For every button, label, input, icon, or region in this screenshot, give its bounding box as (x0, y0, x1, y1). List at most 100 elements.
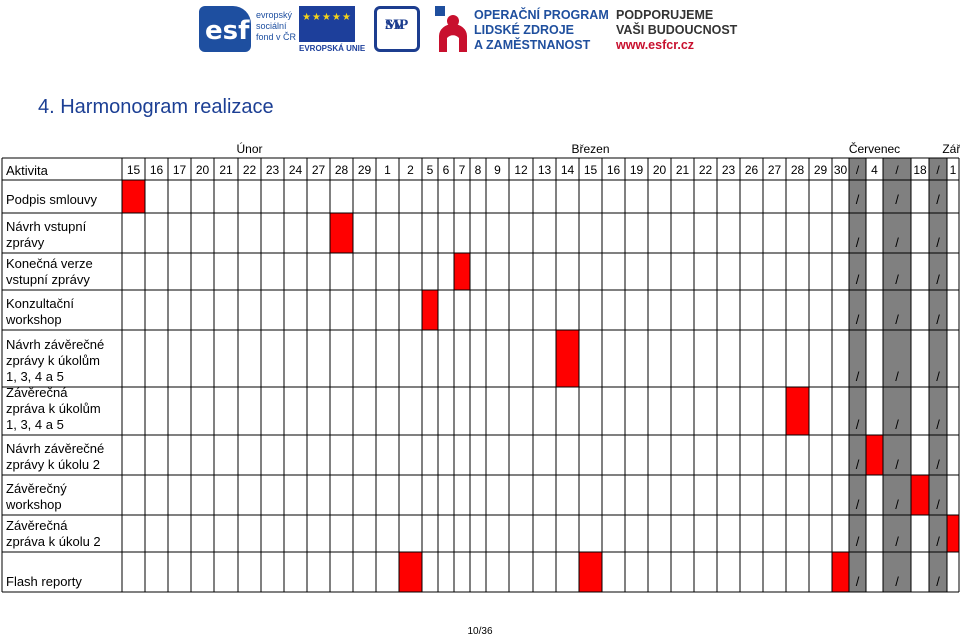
slash-mark: / (895, 497, 899, 512)
activity-label: zprávy k úkolu 2 (6, 457, 100, 472)
milestone-cell (832, 552, 849, 592)
day-header: 20 (653, 163, 667, 177)
op-line: A ZAMĚSTNANOST (474, 38, 591, 52)
activity-label: Závěrečný (6, 481, 67, 496)
milestone-cell (556, 330, 579, 387)
milestone-cell (422, 290, 438, 330)
day-header: 21 (676, 163, 690, 177)
op-logo-text: OPERAČNÍ PROGRAM LIDSKÉ ZDROJE A ZAMĚSTN… (474, 8, 609, 53)
slash-mark: / (856, 312, 860, 327)
day-header: 13 (538, 163, 552, 177)
activity-label: zprávy (6, 235, 45, 250)
activity-label: Závěrečná (6, 385, 68, 400)
day-header: 23 (266, 163, 280, 177)
day-header: 14 (561, 163, 575, 177)
esf-line: fond v ČR (256, 32, 297, 42)
eu-label: EVROPSKÁ UNIE (299, 44, 366, 53)
day-header: 1 (384, 163, 391, 177)
activity-label: zpráva k úkolům (6, 401, 101, 416)
day-header: / (936, 163, 940, 177)
slash-mark: / (856, 497, 860, 512)
slash-mark: / (856, 369, 860, 384)
esf-logo-text: evropský sociální fond v ČR (256, 10, 296, 43)
day-header: 28 (335, 163, 349, 177)
slash-mark: / (856, 235, 860, 250)
day-header: 21 (219, 163, 233, 177)
slash-mark: / (936, 272, 940, 287)
activity-label: zpráva k úkolu 2 (6, 534, 101, 549)
slash-mark: / (895, 235, 899, 250)
day-header: / (856, 163, 860, 177)
month-label: Únor (236, 141, 262, 156)
slash-mark: / (936, 312, 940, 327)
day-header: 6 (443, 163, 450, 177)
activity-label: Závěrečná (6, 518, 68, 533)
eu-flag-icon: ★★★★★ (299, 6, 355, 42)
day-header: 4 (871, 163, 878, 177)
day-header: 30 (834, 163, 848, 177)
activity-label: vstupní zprávy (6, 272, 90, 287)
slash-mark: / (936, 417, 940, 432)
day-header: 20 (196, 163, 210, 177)
slash-mark: / (895, 417, 899, 432)
milestone-cell (947, 515, 959, 552)
day-header: 28 (791, 163, 805, 177)
day-header: 17 (173, 163, 187, 177)
day-header: 29 (814, 163, 828, 177)
slash-mark: / (895, 574, 899, 589)
milestone-cell (122, 180, 145, 213)
milestone-cell (399, 552, 422, 592)
slash-mark: / (895, 192, 899, 207)
day-header: 15 (127, 163, 141, 177)
activity-label: Návrh závěrečné (6, 441, 104, 456)
milestone-cell (911, 475, 929, 515)
day-header: 15 (584, 163, 598, 177)
support-url: www.esfcr.cz (616, 38, 695, 52)
slash-mark: / (936, 574, 940, 589)
activity-label: 1, 3, 4 a 5 (6, 417, 64, 432)
page-number: 10/36 (467, 626, 493, 637)
day-header: 16 (150, 163, 164, 177)
slash-mark: / (936, 497, 940, 512)
mpsv-line: MP (385, 17, 409, 33)
slash-mark: / (856, 574, 860, 589)
month-label: Červenec (849, 141, 900, 156)
day-header: 22 (699, 163, 713, 177)
slash-mark: / (895, 272, 899, 287)
day-header: 18 (913, 163, 927, 177)
op-person-icon (435, 6, 467, 52)
activity-label: Návrh závěrečné (6, 337, 104, 352)
day-header: 12 (514, 163, 528, 177)
milestone-cell (786, 387, 809, 435)
activity-label: Podpis smlouvy (6, 192, 98, 207)
slash-mark: / (936, 534, 940, 549)
gray-column (849, 158, 866, 592)
activity-label: Návrh vstupní (6, 219, 87, 234)
page-title: 4. Harmonogram realizace (38, 96, 274, 118)
activity-label: Flash reporty (6, 574, 82, 589)
activity-label: 1, 3, 4 a 5 (6, 369, 64, 384)
op-line: OPERAČNÍ PROGRAM (474, 8, 609, 22)
slash-mark: / (936, 369, 940, 384)
slash-mark: / (895, 457, 899, 472)
mpsv-line: SV (385, 17, 405, 33)
slash-mark: / (895, 369, 899, 384)
milestone-cell (454, 253, 470, 290)
mpsv-logo: MP SV (374, 6, 420, 52)
activity-label: Konečná verze (6, 256, 93, 271)
support-line: PODPORUJEME (616, 8, 714, 22)
esf-line: sociální (256, 21, 287, 31)
day-header: 7 (459, 163, 466, 177)
slash-mark: / (856, 417, 860, 432)
milestone-cell (330, 213, 353, 253)
day-header: 8 (475, 163, 482, 177)
milestone-cell (579, 552, 602, 592)
slash-mark: / (936, 192, 940, 207)
day-header: 9 (494, 163, 501, 177)
slash-mark: / (895, 534, 899, 549)
day-header: 27 (312, 163, 326, 177)
esf-logo: esf (199, 6, 251, 52)
slash-mark: / (856, 272, 860, 287)
day-header: 2 (407, 163, 414, 177)
